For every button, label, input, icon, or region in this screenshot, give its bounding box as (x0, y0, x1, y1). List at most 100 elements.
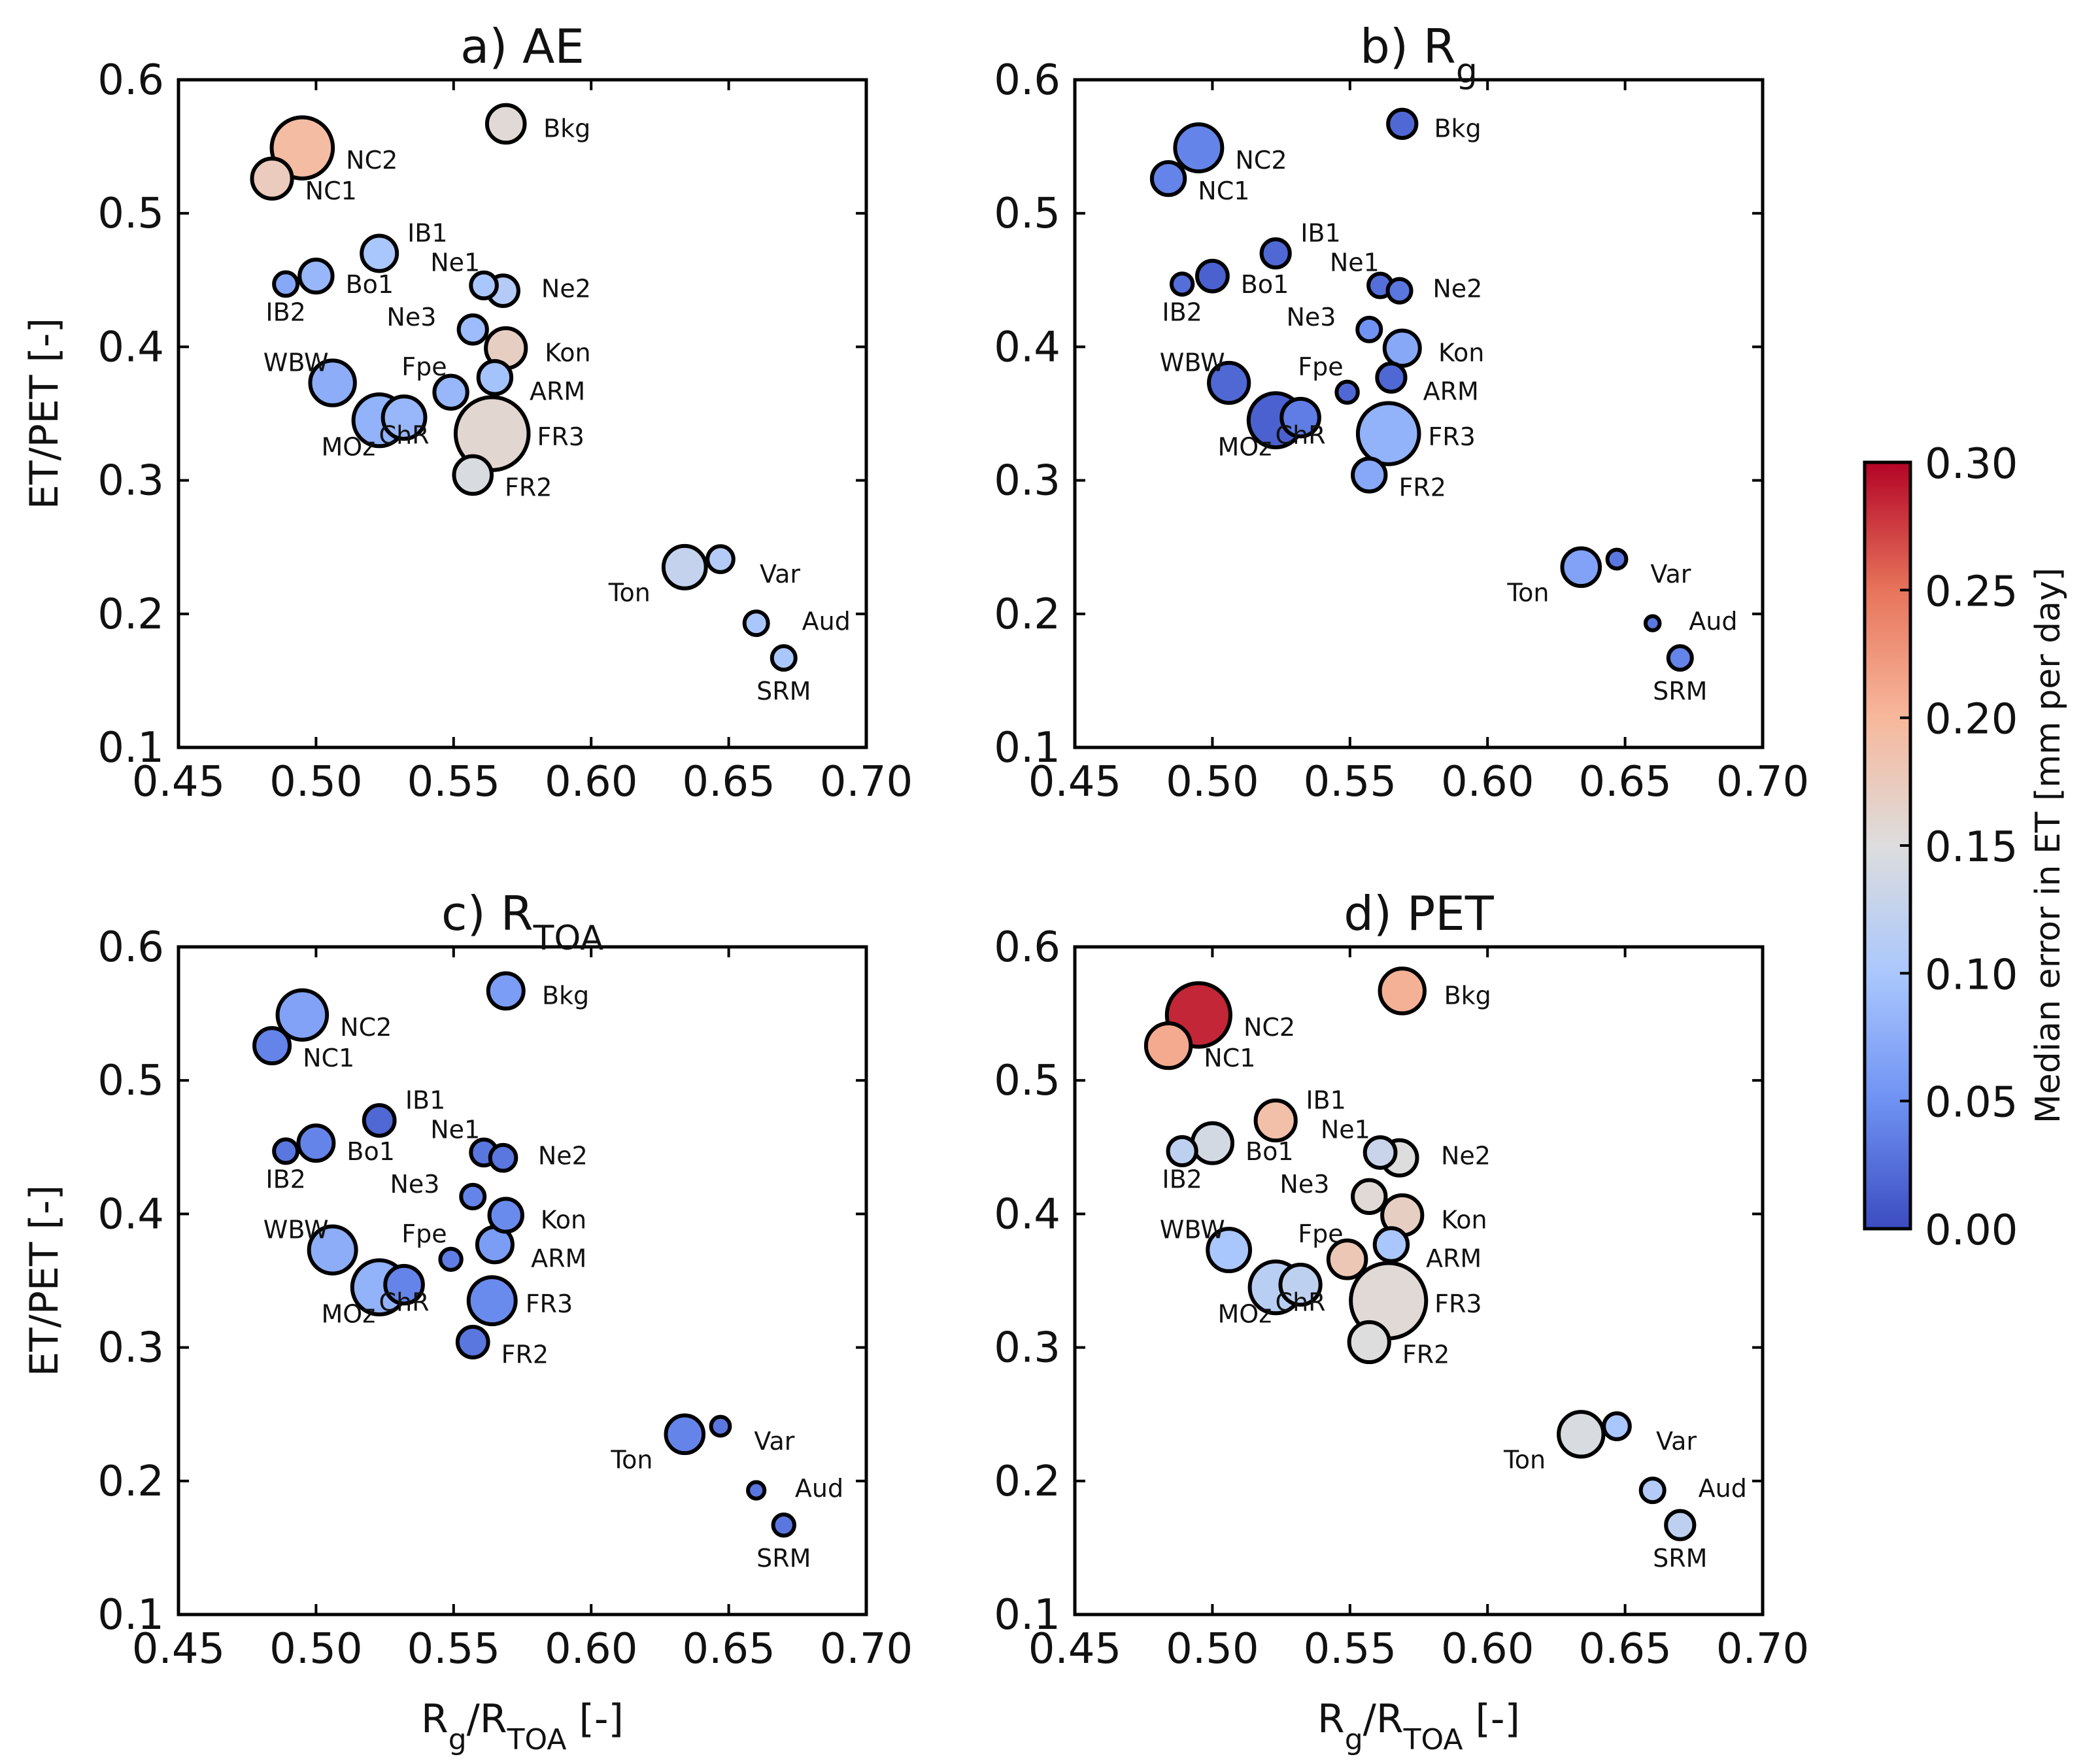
point-label-fr3: FR3 (1434, 1290, 1482, 1318)
bubble-kon (487, 1197, 524, 1234)
bubble-chr (383, 1263, 425, 1306)
point-label-ton: Ton (608, 578, 651, 607)
y-tick-label: 0.4 (994, 1190, 1060, 1239)
point-label-kon: Kon (1441, 1205, 1487, 1234)
panel-title: b) Rg (1360, 19, 1478, 91)
bubble-ton (1557, 1410, 1606, 1459)
x-tick-label: 0.65 (1578, 1625, 1672, 1673)
point-label-nc2: NC2 (1244, 1013, 1295, 1042)
panel-title: d) PET (1344, 886, 1495, 941)
bubble-fr2 (1351, 456, 1388, 494)
point-label-moz: MOz (1218, 433, 1272, 462)
bubble-srm (770, 644, 798, 672)
point-label-srm: SRM (1653, 1544, 1707, 1573)
bubble-wbw (1206, 1227, 1253, 1273)
y-tick-label: 0.3 (994, 1324, 1060, 1373)
bubble-ne3 (456, 313, 489, 346)
bubble-var (1605, 547, 1629, 571)
x-tick-label: 0.70 (820, 1625, 913, 1673)
bubble-chr (1279, 396, 1321, 439)
x-tick-label: 0.60 (1441, 758, 1534, 806)
point-label-var: Var (754, 1427, 794, 1456)
bubble-arm (476, 359, 514, 396)
bubble-ib1 (1259, 237, 1292, 270)
bubble-chr (381, 394, 428, 441)
point-label-aud: Aud (1689, 607, 1737, 636)
panel-title: a) AE (460, 19, 584, 74)
bubble-fr2 (455, 1325, 490, 1359)
bubble-var (705, 544, 736, 574)
bubble-wbw (307, 1224, 358, 1276)
x-axis-label: Rg/RTOA [-] (1317, 1696, 1520, 1756)
point-label-nc1: NC1 (1204, 1044, 1255, 1072)
y-tick-label: 0.3 (97, 1324, 164, 1373)
bubble-chr (1278, 1263, 1323, 1307)
y-tick-label: 0.2 (994, 590, 1060, 639)
point-label-ne3: Ne3 (390, 1170, 439, 1199)
point-label-bkg: Bkg (542, 981, 589, 1010)
bubble-nc2 (275, 988, 330, 1042)
x-tick-label: 0.70 (1716, 758, 1810, 806)
point-label-ne3: Ne3 (1279, 1170, 1329, 1199)
point-label-ne2: Ne2 (541, 275, 591, 303)
x-tick-label: 0.45 (1028, 1625, 1122, 1673)
point-label-ne2: Ne2 (1441, 1142, 1491, 1171)
point-label-var: Var (1650, 560, 1691, 589)
x-tick-label: 0.55 (1304, 1625, 1397, 1673)
point-label-ne2: Ne2 (538, 1142, 588, 1171)
point-label-moz: MOz (322, 433, 376, 462)
point-label-bo1: Bo1 (1241, 270, 1289, 299)
x-tick-label: 0.70 (1716, 1625, 1810, 1673)
point-label-fr3: FR3 (526, 1290, 573, 1318)
point-label-fpe: Fpe (1298, 1220, 1343, 1248)
point-label-nc1: NC1 (303, 1044, 354, 1072)
point-label-srm: SRM (756, 1544, 811, 1573)
point-label-bkg: Bkg (1434, 114, 1481, 143)
x-tick-label: 0.45 (132, 1625, 226, 1673)
y-tick-label: 0.5 (994, 1057, 1060, 1105)
point-label-ib1: IB1 (1306, 1086, 1346, 1114)
point-label-wbw: WBW (263, 349, 329, 377)
point-label-fpe: Fpe (401, 1220, 447, 1248)
point-label-bkg: Bkg (1444, 981, 1491, 1010)
y-tick-label: 0.6 (97, 56, 164, 105)
y-tick-label: 0.1 (97, 1591, 164, 1639)
colorbar-tick-label: 0.25 (1925, 568, 2018, 616)
x-tick-label: 0.65 (682, 1625, 775, 1673)
bubble-ne3 (1355, 315, 1383, 343)
bubble-nc2 (1173, 122, 1225, 174)
colorbar-tick-label: 0.30 (1925, 440, 2018, 488)
point-label-ne3: Ne3 (1286, 303, 1336, 332)
point-label-fr2: FR2 (505, 473, 552, 502)
y-tick-label: 0.6 (97, 923, 164, 972)
bubble-bo1 (1195, 258, 1230, 294)
plot-frame (1073, 78, 1765, 749)
x-tick-label: 0.60 (545, 1625, 638, 1673)
y-tick-label: 0.5 (97, 190, 164, 238)
point-label-kon: Kon (541, 1205, 586, 1234)
y-axis-label: ET/PET [-] (22, 1185, 67, 1376)
point-label-wbw: WBW (1160, 349, 1225, 377)
point-label-chr: ChR (1276, 1288, 1326, 1317)
x-tick-label: 0.70 (820, 758, 913, 806)
point-label-nc2: NC2 (1235, 146, 1287, 175)
bubble-ib2 (1169, 271, 1195, 297)
bubble-srm (1666, 644, 1694, 672)
y-tick-label: 0.3 (97, 457, 164, 505)
x-tick-label: 0.50 (269, 758, 363, 806)
colorbar-tick-label: 0.15 (1925, 823, 2018, 872)
point-label-ib1: IB1 (407, 218, 447, 247)
y-axis-label: ET/PET [-] (22, 318, 67, 509)
point-label-bkg: Bkg (543, 114, 590, 143)
colorbar-tick-label: 0.20 (1925, 696, 2018, 744)
y-tick-label: 0.1 (994, 724, 1060, 772)
point-label-arm: ARM (531, 1244, 586, 1273)
point-label-var: Var (1656, 1427, 1697, 1456)
bubble-aud (742, 609, 770, 638)
point-label-aud: Aud (795, 1474, 843, 1503)
